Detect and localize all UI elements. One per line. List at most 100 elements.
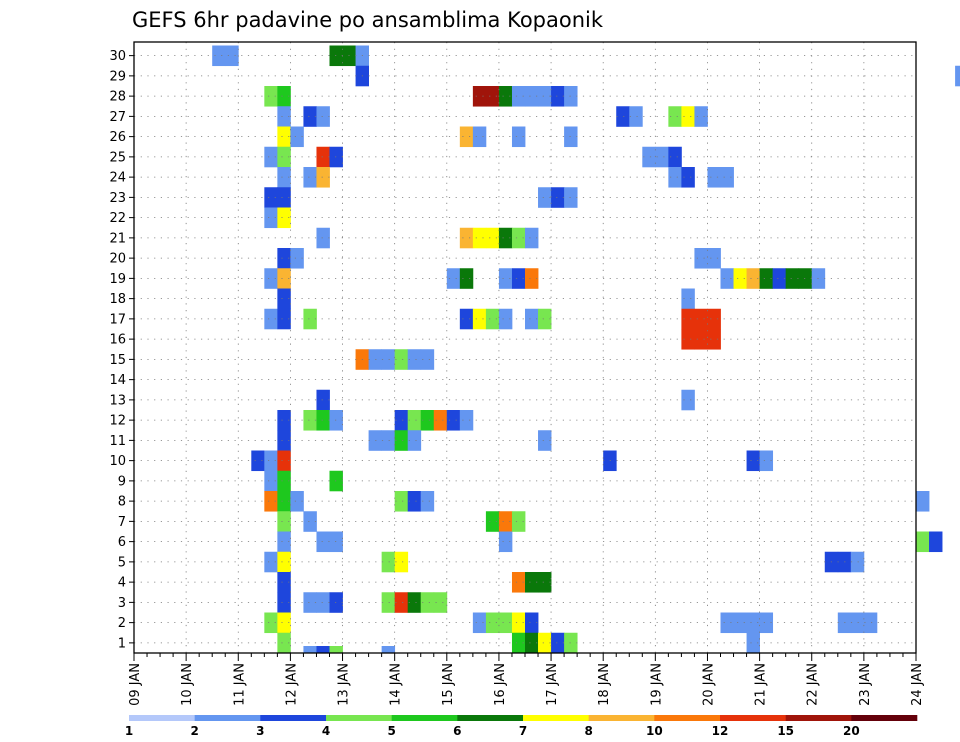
heatmap-cell xyxy=(277,551,291,573)
heatmap-cell xyxy=(277,146,291,168)
heatmap-cell xyxy=(329,531,343,553)
heatmap-cell xyxy=(681,389,695,411)
heatmap-cell xyxy=(707,308,721,330)
heatmap-cell xyxy=(316,531,330,553)
heatmap-cell xyxy=(538,632,552,654)
colorbar-label: 4 xyxy=(322,724,330,738)
heatmap-cell xyxy=(472,308,487,330)
heatmap-cell xyxy=(511,632,526,654)
heatmap-cell xyxy=(472,612,487,634)
heatmap-cell xyxy=(538,572,552,593)
heatmap-cell xyxy=(525,268,539,289)
heatmap-cell xyxy=(733,612,747,634)
colorbar-segment xyxy=(720,715,786,721)
y-tick-label: 11 xyxy=(109,434,126,449)
heatmap-cell xyxy=(264,450,278,472)
heatmap-cell xyxy=(472,126,487,148)
y-tick-label: 17 xyxy=(109,312,126,327)
y-tick-label: 3 xyxy=(118,596,126,611)
heatmap-cell xyxy=(694,106,708,127)
heatmap-cell xyxy=(498,268,513,289)
heatmap-cell xyxy=(564,632,578,654)
heatmap-cell xyxy=(746,632,760,654)
heatmap-cell xyxy=(916,491,930,512)
heatmap-cell xyxy=(277,106,291,127)
x-tick-label: 22 JAN xyxy=(806,663,821,706)
y-axis-labels: 1234567891011121314151617181920212223242… xyxy=(109,49,134,651)
heatmap-cell xyxy=(485,227,500,249)
heatmap-cell xyxy=(707,248,721,269)
heatmap-cell xyxy=(538,308,552,330)
colorbar-segment xyxy=(129,715,195,721)
heatmap-cell xyxy=(394,430,409,451)
heatmap-cell xyxy=(668,106,682,127)
heatmap-cell xyxy=(420,410,435,431)
y-tick-label: 26 xyxy=(109,130,126,145)
heatmap-cell xyxy=(277,288,291,310)
heatmap-cell xyxy=(316,646,330,653)
y-tick-label: 25 xyxy=(109,150,126,165)
heatmap-cell xyxy=(681,167,695,188)
heatmap-cell xyxy=(485,612,500,634)
heatmap-cell xyxy=(498,612,513,634)
heatmap-cell xyxy=(329,410,343,431)
chart-title: GEFS 6hr padavine po ansamblima Kopaonik xyxy=(132,8,604,32)
heatmap-cell xyxy=(485,86,500,107)
heatmap-cell xyxy=(472,227,487,249)
heatmap-cell xyxy=(277,450,291,472)
colorbar: 1 2 3 4 5 6 7 8 10 12 15 20 xyxy=(125,715,918,738)
y-tick-label: 10 xyxy=(109,454,126,469)
y-tick-label: 27 xyxy=(109,110,126,125)
heatmap-cell xyxy=(277,430,291,451)
heatmap-cell xyxy=(316,389,330,411)
heatmap-cell xyxy=(525,632,539,654)
heatmap-cell xyxy=(929,531,943,553)
heatmap-cell xyxy=(381,349,396,370)
heatmap-cell xyxy=(694,248,708,269)
heatmap-cell xyxy=(277,187,291,208)
heatmap-cell xyxy=(798,268,813,289)
heatmap-cell xyxy=(316,592,330,613)
y-tick-label: 16 xyxy=(109,333,126,348)
colorbar-segment xyxy=(851,715,918,721)
heatmap-cell xyxy=(759,268,774,289)
heatmap-cell xyxy=(277,632,291,654)
y-tick-label: 7 xyxy=(118,515,126,530)
x-tick-label: 19 JAN xyxy=(649,663,664,706)
heatmap-cell xyxy=(668,167,682,188)
heatmap-cell xyxy=(407,349,422,370)
y-tick-label: 5 xyxy=(118,555,126,570)
colorbar-label: 20 xyxy=(843,724,860,738)
heatmap-cell xyxy=(668,146,682,168)
x-tick-label: 11 JAN xyxy=(232,663,247,706)
x-tick-label: 10 JAN xyxy=(180,663,195,706)
heatmap-cell xyxy=(498,227,513,249)
y-tick-label: 15 xyxy=(109,353,126,368)
heatmap-cell xyxy=(277,126,291,148)
colorbar-label: 15 xyxy=(777,724,794,738)
heatmap-cell xyxy=(446,268,461,289)
heatmap-cell xyxy=(277,268,291,289)
y-tick-label: 23 xyxy=(109,191,126,206)
heatmap-cell xyxy=(538,430,552,451)
colorbar-segment xyxy=(457,715,524,721)
heatmap-cell xyxy=(303,646,317,653)
x-tick-label: 12 JAN xyxy=(284,663,299,706)
heatmap-cell xyxy=(316,167,330,188)
heatmap-cell xyxy=(785,268,800,289)
heatmap-cell xyxy=(850,551,865,573)
heatmap-cell xyxy=(407,592,422,613)
heatmap-cell xyxy=(916,531,930,553)
heatmap-cell xyxy=(485,308,500,330)
heatmap-cell xyxy=(264,207,278,229)
heatmap-cell xyxy=(381,551,396,573)
heatmap-cell xyxy=(381,592,396,613)
x-tick-label: 24 JAN xyxy=(910,663,925,706)
y-tick-label: 20 xyxy=(109,252,126,267)
heatmap-cell xyxy=(277,491,291,512)
heatmap-cell xyxy=(511,227,526,249)
heatmap-cell xyxy=(459,268,474,289)
heatmap-cell xyxy=(264,308,278,330)
colorbar-label: 7 xyxy=(519,724,527,738)
